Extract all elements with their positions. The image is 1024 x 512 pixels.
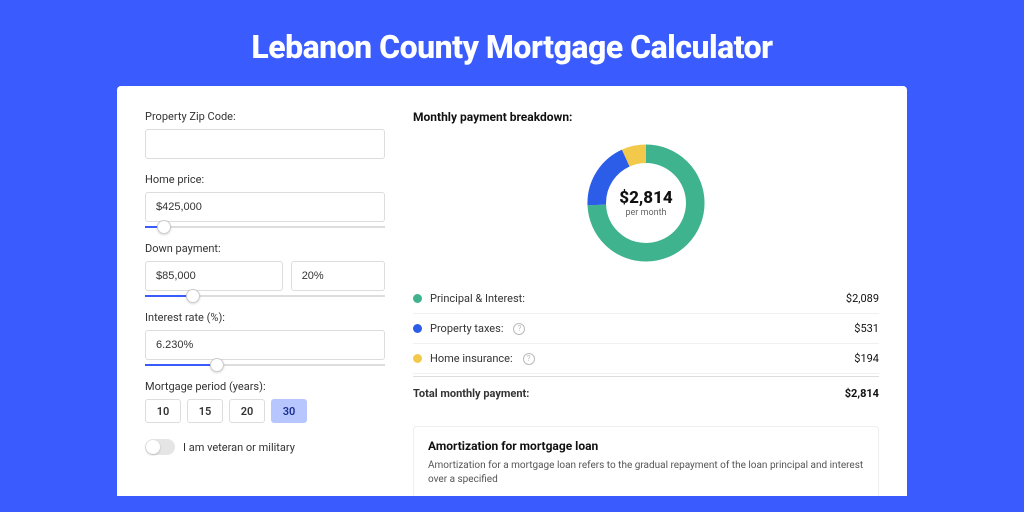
interest-rate-slider[interactable] (145, 364, 385, 366)
legend-label: Home insurance: (430, 352, 513, 365)
mortgage-period-option-15[interactable]: 15 (187, 399, 223, 423)
home-price-field: Home price: (145, 173, 385, 228)
legend-label: Property taxes: (430, 322, 503, 335)
total-value: $2,814 (845, 387, 879, 400)
mortgage-period-option-10[interactable]: 10 (145, 399, 181, 423)
mortgage-period-option-20[interactable]: 20 (229, 399, 265, 423)
legend-row: Principal & Interest: $2,089 (413, 284, 879, 314)
down-payment-field: Down payment: (145, 242, 385, 297)
mortgage-period-field: Mortgage period (years): 10152030 (145, 380, 385, 423)
home-price-input[interactable] (145, 192, 385, 222)
down-payment-label: Down payment: (145, 242, 385, 255)
legend: Principal & Interest: $2,089 Property taxe… (413, 284, 879, 374)
veteran-toggle-row: I am veteran or military (145, 439, 385, 455)
donut-value: $2,814 (619, 188, 672, 208)
info-icon[interactable]: ? (513, 323, 525, 335)
mortgage-period-option-30[interactable]: 30 (271, 399, 307, 423)
interest-rate-field: Interest rate (%): (145, 311, 385, 366)
donut-chart: $2,814 per month (413, 138, 879, 268)
legend-value: $2,089 (846, 292, 879, 305)
calculator-card: Property Zip Code: Home price: Down paym… (117, 86, 907, 496)
inputs-column: Property Zip Code: Home price: Down paym… (145, 110, 385, 472)
donut-center: $2,814 per month (581, 138, 711, 268)
donut-sub: per month (625, 208, 666, 218)
legend-value: $531 (854, 322, 879, 335)
amortization-title: Amortization for mortgage loan (428, 439, 864, 453)
legend-dot (413, 354, 422, 363)
home-price-label: Home price: (145, 173, 385, 186)
zip-field: Property Zip Code: (145, 110, 385, 159)
total-label: Total monthly payment: (413, 387, 529, 400)
veteran-toggle[interactable] (145, 439, 175, 455)
down-payment-percent-input[interactable] (291, 261, 385, 291)
amortization-text: Amortization for a mortgage loan refers … (428, 459, 864, 487)
legend-row: Home insurance:? $194 (413, 344, 879, 374)
home-price-slider[interactable] (145, 226, 385, 228)
total-row: Total monthly payment: $2,814 (413, 376, 879, 408)
interest-rate-slider-thumb[interactable] (210, 358, 224, 372)
mortgage-period-label: Mortgage period (years): (145, 380, 385, 393)
down-payment-slider-thumb[interactable] (186, 289, 200, 303)
down-payment-slider[interactable] (145, 295, 385, 297)
veteran-toggle-knob (146, 440, 160, 454)
legend-label: Principal & Interest: (430, 292, 525, 305)
home-price-slider-thumb[interactable] (157, 220, 171, 234)
page-title: Lebanon County Mortgage Calculator (0, 0, 1024, 86)
legend-value: $194 (854, 352, 879, 365)
legend-dot (413, 324, 422, 333)
breakdown-title: Monthly payment breakdown: (413, 110, 879, 124)
legend-dot (413, 294, 422, 303)
zip-input[interactable] (145, 129, 385, 159)
interest-rate-input[interactable] (145, 330, 385, 360)
down-payment-amount-input[interactable] (145, 261, 283, 291)
breakdown-column: Monthly payment breakdown: $2,814 per mo… (413, 110, 879, 472)
zip-label: Property Zip Code: (145, 110, 385, 123)
veteran-label: I am veteran or military (183, 441, 295, 454)
legend-row: Property taxes:? $531 (413, 314, 879, 344)
info-icon[interactable]: ? (523, 353, 535, 365)
interest-rate-label: Interest rate (%): (145, 311, 385, 324)
amortization-block: Amortization for mortgage loan Amortizat… (413, 426, 879, 496)
